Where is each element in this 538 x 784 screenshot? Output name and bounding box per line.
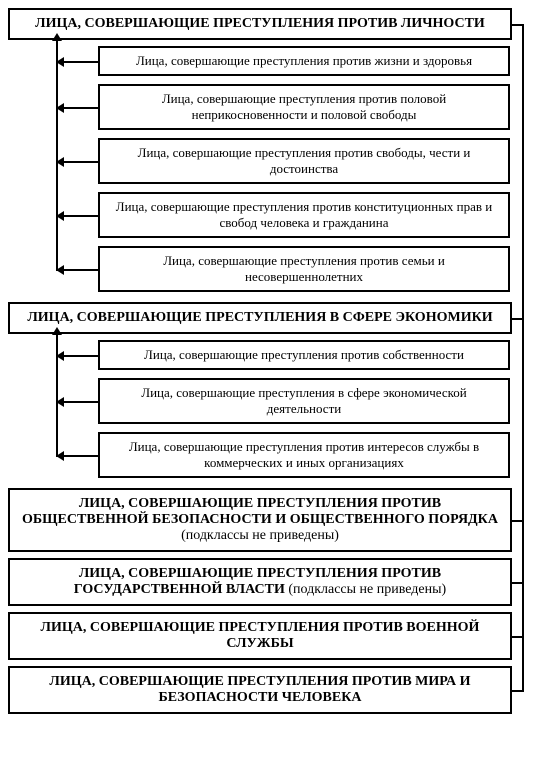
main-category-0: ЛИЦА, СОВЕРШАЮЩИЕ ПРЕСТУПЛЕНИЯ ПРОТИВ ЛИ… xyxy=(8,8,512,40)
sub-category-0-4: Лица, совершающие преступления против се… xyxy=(98,246,510,292)
main-category-2: ЛИЦА, СОВЕРШАЮЩИЕ ПРЕСТУПЛЕНИЯ ПРОТИВ ОБ… xyxy=(8,488,512,552)
connector-hline xyxy=(512,24,524,26)
connector-hline xyxy=(512,318,524,320)
sub-category-0-0: Лица, совершающие преступления против жи… xyxy=(98,46,510,76)
connector-hline xyxy=(512,520,524,522)
arrow-up-icon xyxy=(52,33,62,41)
connector-vline xyxy=(522,24,524,690)
connector-hline xyxy=(512,636,524,638)
sub-category-1-2: Лица, совершающие преступления против ин… xyxy=(98,432,510,478)
arrow-up-icon xyxy=(52,327,62,335)
sub-group-0: Лица, совершающие преступления против жи… xyxy=(98,46,510,292)
diagram-root: ЛИЦА, СОВЕРШАЮЩИЕ ПРЕСТУПЛЕНИЯ ПРОТИВ ЛИ… xyxy=(8,8,530,714)
arrow-left-icon xyxy=(56,397,64,407)
arrow-left-icon xyxy=(56,351,64,361)
arrow-left-icon xyxy=(56,57,64,67)
main-category-4: ЛИЦА, СОВЕРШАЮЩИЕ ПРЕСТУПЛЕНИЯ ПРОТИВ ВО… xyxy=(8,612,512,660)
connector-vline xyxy=(56,40,58,270)
arrow-left-icon xyxy=(56,211,64,221)
arrow-left-icon xyxy=(56,451,64,461)
arrow-left-icon xyxy=(56,157,64,167)
main-category-5: ЛИЦА, СОВЕРШАЮЩИЕ ПРЕСТУПЛЕНИЯ ПРОТИВ МИ… xyxy=(8,666,512,714)
sub-category-0-3: Лица, совершающие преступления против ко… xyxy=(98,192,510,238)
sub-group-1: Лица, совершающие преступления против со… xyxy=(98,340,510,478)
arrow-left-icon xyxy=(56,103,64,113)
main-category-3: ЛИЦА, СОВЕРШАЮЩИЕ ПРЕСТУПЛЕНИЯ ПРОТИВ ГО… xyxy=(8,558,512,606)
sub-category-0-1: Лица, совершающие преступления против по… xyxy=(98,84,510,130)
arrow-left-icon xyxy=(56,265,64,275)
connector-hline xyxy=(512,690,524,692)
sub-category-1-1: Лица, совершающие преступления в сфере э… xyxy=(98,378,510,424)
sub-category-1-0: Лица, совершающие преступления против со… xyxy=(98,340,510,370)
sub-category-0-2: Лица, совершающие преступления против св… xyxy=(98,138,510,184)
connector-hline xyxy=(512,582,524,584)
main-category-1: ЛИЦА, СОВЕРШАЮЩИЕ ПРЕСТУПЛЕНИЯ В СФЕРЕ Э… xyxy=(8,302,512,334)
